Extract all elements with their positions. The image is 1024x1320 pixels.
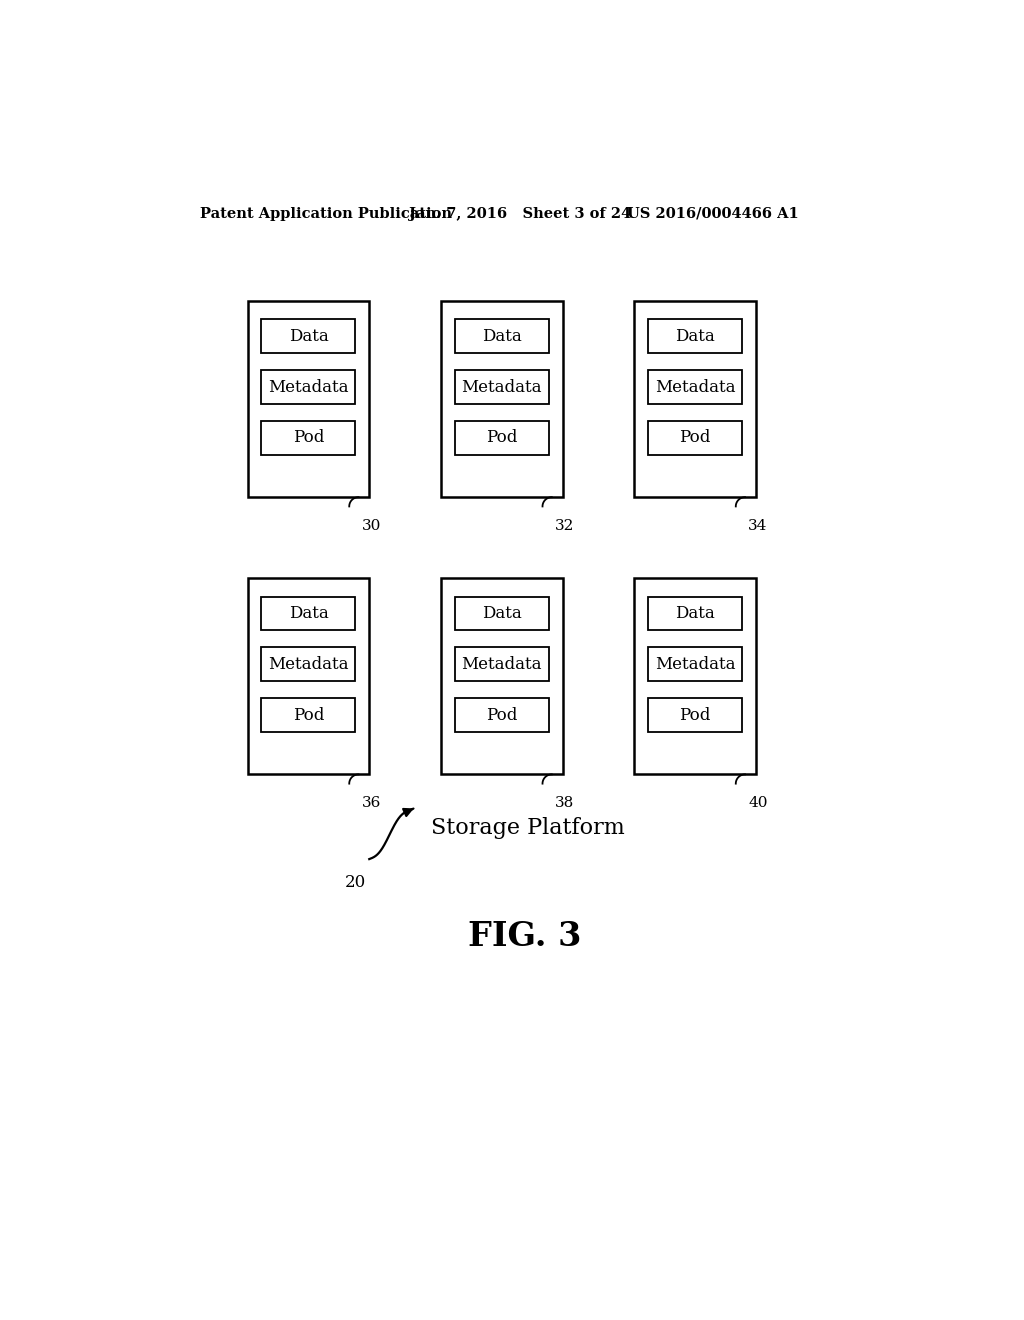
Bar [648, 647, 742, 681]
Text: US 2016/0004466 A1: US 2016/0004466 A1 [628, 207, 799, 220]
Text: 20: 20 [345, 874, 366, 891]
Text: Storage Platform: Storage Platform [431, 817, 625, 840]
Bar [455, 319, 549, 354]
Bar [248, 578, 370, 775]
Bar [261, 319, 355, 354]
Bar [648, 698, 742, 733]
Bar [455, 647, 549, 681]
Text: Metadata: Metadata [462, 379, 542, 396]
Bar [261, 370, 355, 404]
Bar [261, 647, 355, 681]
Bar [248, 301, 370, 498]
Text: 36: 36 [361, 796, 381, 810]
Text: 38: 38 [555, 796, 574, 810]
Text: 40: 40 [749, 796, 768, 810]
Text: Pod: Pod [679, 706, 711, 723]
Text: FIG. 3: FIG. 3 [468, 920, 582, 953]
Text: Data: Data [675, 605, 715, 622]
Text: Metadata: Metadata [654, 379, 735, 396]
Text: 34: 34 [749, 519, 767, 533]
Text: Pod: Pod [293, 429, 325, 446]
Text: Data: Data [482, 605, 521, 622]
Bar [455, 597, 549, 631]
Text: 32: 32 [555, 519, 574, 533]
Bar [648, 597, 742, 631]
Text: Metadata: Metadata [268, 656, 349, 673]
Bar [455, 370, 549, 404]
Bar [261, 421, 355, 455]
Bar [648, 421, 742, 455]
Bar [634, 301, 756, 498]
Text: Pod: Pod [486, 706, 517, 723]
Bar [455, 421, 549, 455]
Bar [634, 578, 756, 775]
Text: Data: Data [289, 327, 329, 345]
Bar [261, 698, 355, 733]
Bar [441, 301, 562, 498]
Bar [441, 578, 562, 775]
Text: Data: Data [482, 327, 521, 345]
Text: Pod: Pod [293, 706, 325, 723]
Text: Data: Data [289, 605, 329, 622]
Bar [455, 698, 549, 733]
Text: Pod: Pod [486, 429, 517, 446]
Text: Metadata: Metadata [268, 379, 349, 396]
Text: 30: 30 [361, 519, 381, 533]
Bar [261, 597, 355, 631]
Text: Pod: Pod [679, 429, 711, 446]
Text: Metadata: Metadata [654, 656, 735, 673]
Text: Jan. 7, 2016   Sheet 3 of 24: Jan. 7, 2016 Sheet 3 of 24 [410, 207, 632, 220]
Text: Metadata: Metadata [462, 656, 542, 673]
Bar [648, 319, 742, 354]
Text: Data: Data [675, 327, 715, 345]
Bar [648, 370, 742, 404]
Text: Patent Application Publication: Patent Application Publication [200, 207, 452, 220]
